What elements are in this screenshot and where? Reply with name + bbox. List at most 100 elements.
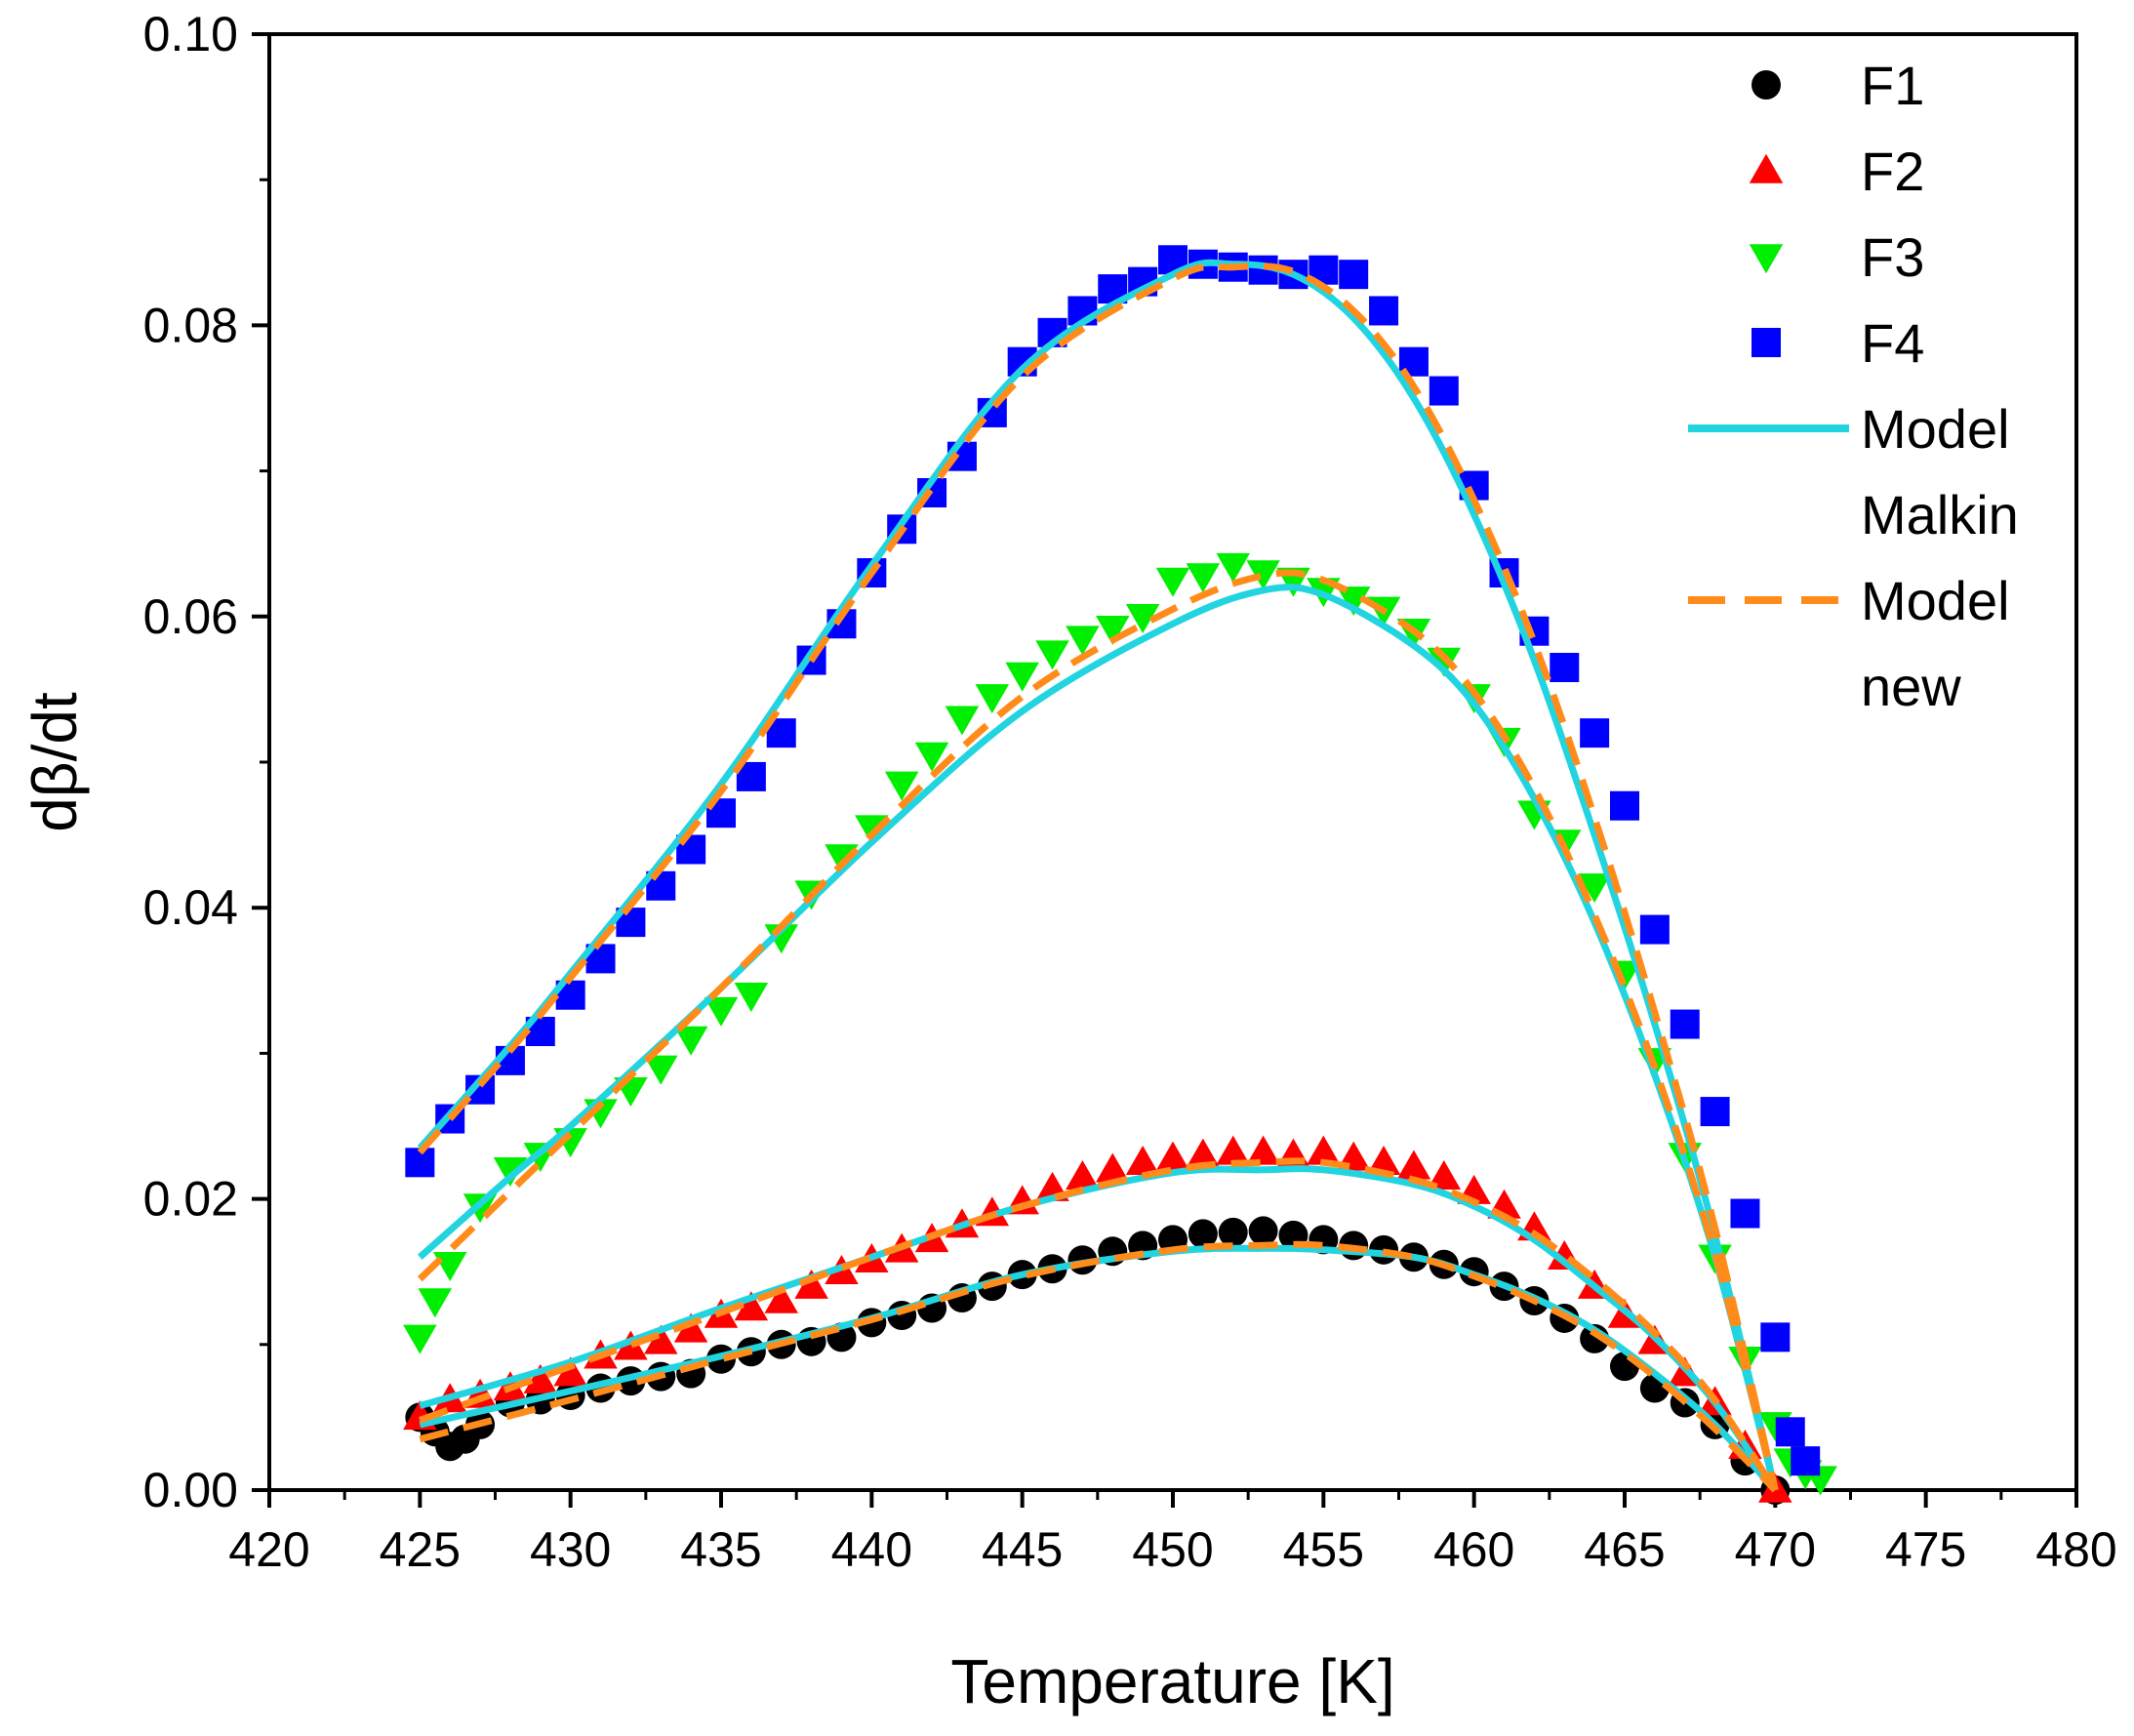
legend-label: Model — [1861, 570, 2010, 631]
data-point-f2 — [1307, 1135, 1341, 1165]
model-curves — [417, 259, 1779, 1493]
legend-symbol-f2 — [1749, 153, 1784, 183]
data-point-f4 — [1639, 914, 1670, 945]
data-point-f4 — [1429, 376, 1459, 406]
legend-item-model-malkin: Model Malkin — [1688, 398, 2019, 545]
data-point-f1 — [1248, 1216, 1278, 1246]
y-tick-labels: 0.00 0.02 0.04 0.06 0.08 0.10 — [143, 7, 238, 1517]
data-point-f2 — [1246, 1135, 1280, 1165]
y-tick-label: 0.08 — [143, 298, 238, 352]
legend-label: F1 — [1861, 55, 1924, 116]
data-point-f3 — [704, 996, 739, 1027]
data-point-f4 — [1760, 1322, 1791, 1352]
y-tick-label: 0.04 — [143, 880, 238, 935]
data-point-f2 — [1066, 1159, 1100, 1190]
x-tick-label: 455 — [1283, 1522, 1364, 1577]
data-point-f2 — [764, 1283, 798, 1313]
data-point-f3 — [493, 1157, 528, 1188]
data-point-f2 — [1216, 1135, 1250, 1165]
data-point-f3 — [644, 1055, 678, 1085]
x-tick-label: 445 — [982, 1522, 1063, 1577]
data-point-f2 — [614, 1330, 648, 1360]
data-point-f2 — [673, 1312, 708, 1343]
data-point-f3 — [945, 706, 980, 736]
data-point-f4 — [1670, 1009, 1700, 1039]
legend-item-f3: F3 — [1749, 226, 1924, 288]
data-point-f1 — [1188, 1219, 1218, 1249]
data-markers — [403, 245, 1837, 1505]
data-point-f3 — [734, 982, 769, 1012]
data-point-f2 — [794, 1269, 828, 1299]
data-point-f2 — [1366, 1146, 1401, 1176]
data-point-f4 — [1775, 1417, 1805, 1447]
data-point-f1 — [1218, 1217, 1248, 1247]
data-point-f3 — [975, 684, 1010, 714]
data-point-f3 — [1336, 586, 1371, 617]
y-tick-label: 0.06 — [143, 589, 238, 644]
model-new-curve-f2 — [419, 1157, 1779, 1492]
data-point-f3 — [1246, 560, 1280, 590]
model-new-curve-f1 — [419, 1240, 1778, 1493]
data-point-f3 — [1427, 647, 1462, 677]
legend-label: F3 — [1861, 226, 1924, 288]
data-point-f2 — [1125, 1146, 1160, 1176]
data-point-f4 — [1730, 1198, 1760, 1229]
x-tick-label: 420 — [228, 1522, 309, 1577]
legend-item-f4: F4 — [1751, 312, 1924, 374]
x-tick-label: 435 — [680, 1522, 761, 1577]
legend-item-f2: F2 — [1749, 141, 1924, 202]
data-point-f3 — [1096, 615, 1130, 645]
data-point-f3 — [403, 1324, 437, 1354]
model-new-curve-f3 — [417, 569, 1779, 1491]
data-point-f2 — [553, 1356, 587, 1387]
data-point-f3 — [1216, 552, 1250, 583]
legend: F1 F2 F3 F4 Model Malkin Model new — [1688, 55, 2019, 717]
data-point-f4 — [1700, 1097, 1730, 1127]
data-point-f3 — [1155, 567, 1190, 597]
x-axis-title: Temperature [K] — [950, 1646, 1394, 1716]
data-point-f2 — [734, 1291, 769, 1321]
data-point-f2 — [1155, 1141, 1190, 1171]
data-point-f3 — [1186, 563, 1221, 593]
x-tick-label: 430 — [530, 1522, 611, 1577]
data-point-f4 — [1610, 790, 1639, 821]
model-malkin-curve-f2 — [419, 1165, 1779, 1492]
legend-symbol-f1 — [1751, 70, 1781, 100]
legend-symbol-f3 — [1749, 244, 1784, 274]
model-malkin-curve-f4 — [417, 259, 1779, 1491]
x-tick-label: 465 — [1584, 1522, 1665, 1577]
data-point-f2 — [644, 1324, 678, 1354]
data-point-f3 — [884, 771, 919, 801]
data-point-f4 — [1369, 296, 1399, 326]
legend-label: Model — [1861, 398, 2010, 460]
data-point-f4 — [1339, 260, 1369, 290]
y-tick-label: 0.00 — [143, 1463, 238, 1517]
y-tick-label: 0.02 — [143, 1172, 238, 1227]
data-point-f2 — [523, 1363, 558, 1393]
data-point-f3 — [1005, 662, 1039, 692]
legend-item-f1: F1 — [1751, 55, 1924, 116]
x-tick-labels: 420 425 430 435 440 445 450 455 460 465 470 475 480 — [228, 1522, 2116, 1577]
x-tick-label: 470 — [1735, 1522, 1816, 1577]
x-tick-label: 460 — [1433, 1522, 1514, 1577]
data-point-f4 — [1580, 718, 1610, 748]
data-point-f4 — [405, 1148, 435, 1178]
data-point-f3 — [463, 1193, 498, 1224]
data-point-f3 — [1035, 640, 1069, 670]
data-point-f4 — [1550, 653, 1580, 683]
x-tick-label: 440 — [831, 1522, 912, 1577]
data-point-f3 — [1125, 604, 1160, 634]
model-new-curve-f4 — [417, 262, 1779, 1491]
legend-item-model-new: Model new — [1688, 570, 2010, 717]
y-axis-title: dβ/dt — [20, 692, 90, 832]
data-point-f3 — [418, 1288, 453, 1318]
data-point-f3 — [914, 742, 949, 772]
legend-label: F4 — [1861, 312, 1924, 374]
data-point-f2 — [1096, 1152, 1130, 1183]
x-tick-label: 475 — [1885, 1522, 1966, 1577]
data-point-f4 — [1791, 1446, 1821, 1476]
axis-ticks — [252, 32, 2078, 1508]
data-point-f3 — [432, 1251, 467, 1281]
legend-label: new — [1861, 656, 1961, 717]
